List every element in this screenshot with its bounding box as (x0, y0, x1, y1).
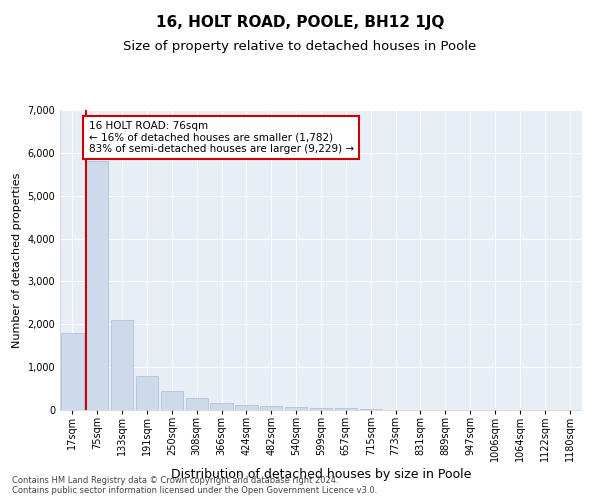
Bar (359, 408, 382, 410)
Bar (161, 390, 183, 410)
Bar (86, 162, 109, 410)
Bar (61, 333, 83, 410)
Text: 16 HOLT ROAD: 76sqm
← 16% of detached houses are smaller (1,782)
83% of semi-det: 16 HOLT ROAD: 76sqm ← 16% of detached ho… (89, 120, 354, 154)
Bar (260, 406, 283, 410)
Y-axis label: Number of detached properties: Number of detached properties (12, 172, 22, 348)
Bar (185, 398, 208, 410)
Text: Size of property relative to detached houses in Poole: Size of property relative to detached ho… (124, 40, 476, 53)
Bar (136, 376, 158, 410)
Text: Contains HM Land Registry data © Crown copyright and database right 2024.
Contai: Contains HM Land Registry data © Crown c… (12, 476, 377, 495)
Text: 16, HOLT ROAD, POOLE, BH12 1JQ: 16, HOLT ROAD, POOLE, BH12 1JQ (156, 15, 444, 30)
Bar (310, 408, 332, 410)
Bar (335, 408, 357, 410)
Bar (285, 407, 307, 410)
Bar (211, 402, 233, 410)
Bar (235, 405, 257, 410)
X-axis label: Distribution of detached houses by size in Poole: Distribution of detached houses by size … (171, 468, 471, 481)
Bar (111, 320, 133, 410)
